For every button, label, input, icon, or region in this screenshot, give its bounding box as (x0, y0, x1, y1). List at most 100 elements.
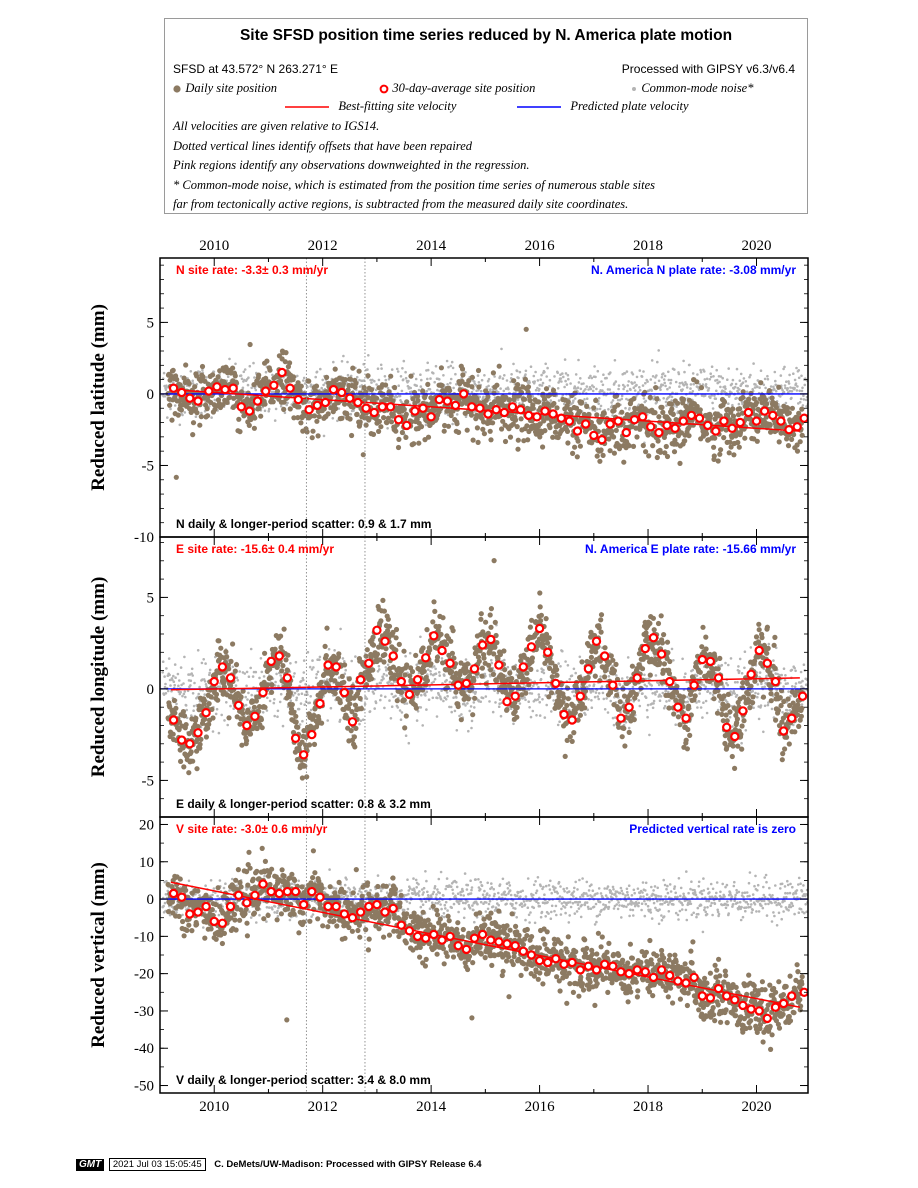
common-mode-point (343, 660, 346, 663)
common-mode-point (611, 414, 614, 417)
common-mode-point (483, 672, 487, 676)
common-mode-point (226, 723, 229, 727)
common-mode-point (774, 379, 777, 383)
common-mode-point (614, 380, 618, 383)
common-mode-point (788, 709, 792, 712)
common-mode-point (677, 372, 681, 376)
common-mode-point (595, 387, 598, 391)
daily-point (188, 409, 194, 415)
common-mode-point (593, 695, 597, 699)
common-mode-point (172, 680, 176, 683)
common-mode-point (501, 377, 505, 380)
daily-point (796, 410, 802, 416)
common-mode-point (239, 374, 243, 377)
common-mode-point (663, 704, 667, 708)
common-mode-point (464, 371, 467, 374)
common-mode-point (743, 650, 747, 653)
daily-point (686, 433, 692, 439)
common-mode-point (291, 694, 295, 697)
chart-title: Site SFSD position time series reduced b… (239, 27, 733, 44)
common-mode-point (404, 370, 407, 374)
daily-point (175, 412, 181, 418)
common-mode-point (524, 373, 527, 376)
common-mode-point (702, 701, 705, 704)
daily-point (316, 414, 322, 420)
common-mode-point (541, 381, 545, 385)
common-mode-point (754, 691, 757, 695)
common-mode-point (429, 377, 432, 380)
common-mode-point (477, 381, 481, 384)
daily-point (721, 399, 728, 405)
common-mode-point (766, 377, 770, 381)
common-mode-point (590, 699, 593, 702)
daily-point (263, 375, 269, 381)
daily-point (459, 366, 466, 372)
common-mode-point (372, 692, 376, 695)
common-mode-point (549, 399, 553, 402)
daily-point (216, 638, 222, 644)
common-mode-point (724, 661, 727, 665)
common-mode-point (185, 708, 188, 712)
common-mode-point (499, 387, 502, 390)
daily-point (723, 427, 729, 433)
common-mode-point (654, 674, 658, 677)
daily-point (170, 367, 176, 373)
avg-point (475, 403, 485, 413)
avg-point (524, 410, 534, 421)
common-mode-point (537, 685, 540, 689)
daily-point (296, 404, 302, 410)
daily-point (727, 439, 733, 445)
common-mode-point (644, 696, 648, 699)
common-mode-point (618, 398, 622, 402)
common-mode-point (782, 390, 786, 394)
daily-point (306, 378, 312, 384)
common-mode-point (644, 399, 648, 403)
common-mode-point (316, 670, 320, 674)
daily-point (309, 435, 315, 441)
common-mode-point (189, 684, 192, 687)
common-mode-point (421, 724, 425, 727)
daily-point (515, 382, 521, 388)
common-mode-point (466, 702, 469, 705)
common-mode-point (801, 404, 805, 407)
daily-point (265, 682, 271, 688)
avg-point (507, 402, 518, 412)
common-mode-point (420, 693, 423, 697)
common-mode-point (373, 707, 377, 710)
common-mode-point (210, 416, 213, 419)
daily-point (425, 434, 432, 440)
common-mode-point (176, 672, 180, 676)
avg-point (277, 367, 287, 378)
daily-point (201, 701, 207, 707)
avg-point (285, 383, 295, 393)
daily-point (736, 444, 742, 450)
common-mode-point (182, 682, 185, 685)
common-mode-point (464, 658, 468, 661)
daily-point (507, 397, 513, 403)
common-mode-point (559, 665, 562, 668)
common-mode-point (797, 402, 800, 405)
avg-point (483, 409, 493, 419)
daily-point (186, 381, 192, 387)
common-mode-point (454, 372, 457, 376)
common-mode-point (374, 701, 378, 705)
common-mode-point (278, 700, 282, 704)
legend-common-mode: Common-mode noise* (630, 81, 753, 96)
daily-point (325, 411, 331, 417)
daily-point (180, 709, 186, 715)
daily-point (670, 411, 676, 417)
daily-point (328, 405, 334, 411)
common-mode-point (301, 719, 304, 723)
common-mode-point (169, 407, 172, 411)
common-mode-point (609, 699, 612, 703)
daily-point (552, 429, 559, 435)
common-mode-point (399, 375, 403, 378)
common-mode-point (365, 697, 369, 700)
daily-point (740, 394, 746, 401)
common-mode-point (315, 673, 319, 676)
avg-point (768, 410, 778, 421)
common-mode-point (556, 387, 560, 390)
common-mode-point (204, 683, 208, 686)
common-mode-point (587, 388, 590, 391)
common-mode-point (402, 378, 405, 381)
